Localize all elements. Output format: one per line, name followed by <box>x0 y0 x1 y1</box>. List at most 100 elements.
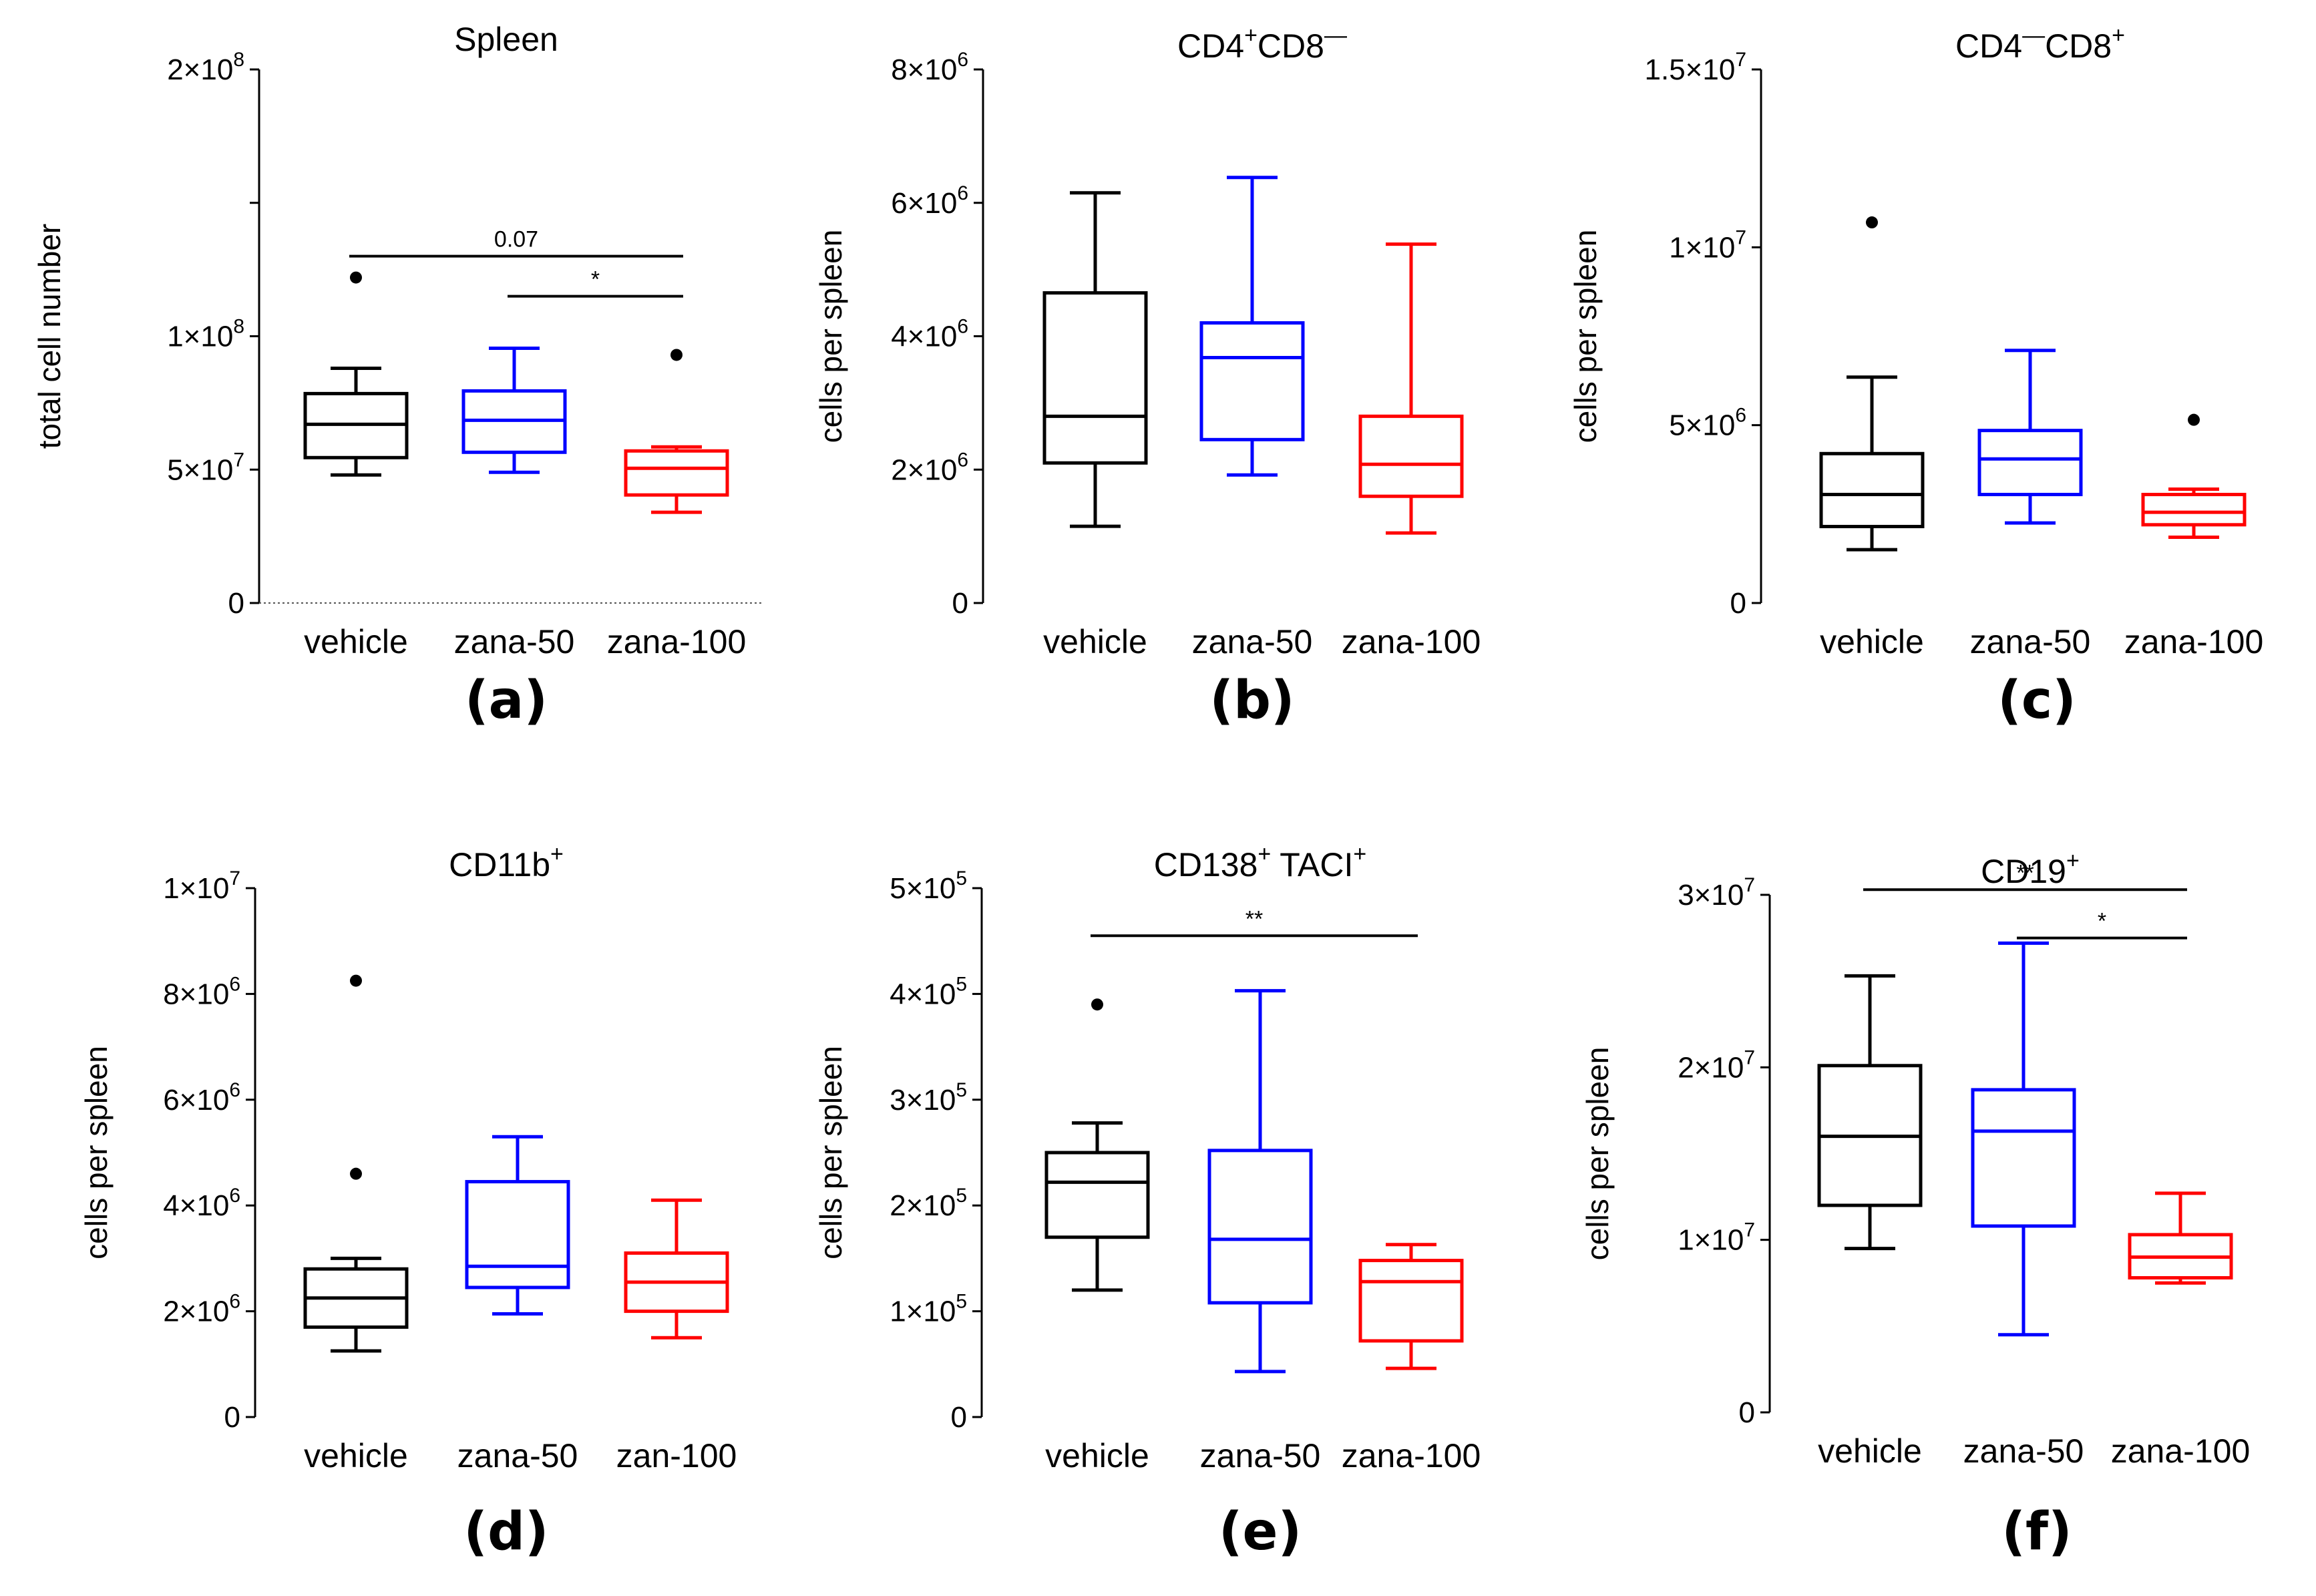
y-tick-label: 2×105 <box>890 1185 967 1222</box>
y-axis-label: cells per spleen <box>813 1046 848 1259</box>
x-tick-label: zana-100 <box>1342 1437 1481 1474</box>
y-tick-label: 0 <box>224 1401 240 1434</box>
x-tick-label: zana-50 <box>457 1437 578 1474</box>
y-tick-label: 1×107 <box>1669 226 1746 264</box>
panel-label: (c) <box>1997 670 2076 731</box>
y-axis-label: cells per spleen <box>1568 230 1603 443</box>
box-zana-50 <box>461 346 567 474</box>
outlier-point <box>2188 413 2200 426</box>
panel-label: (f) <box>2001 1502 2072 1562</box>
box-vehicle <box>1044 998 1150 1292</box>
box-zana-100 <box>2141 413 2247 539</box>
box-zana-50 <box>465 1135 570 1316</box>
outlier-point <box>670 349 683 361</box>
box-vehicle <box>1042 191 1148 528</box>
box-zana-100 <box>1358 1243 1464 1370</box>
y-tick-label: 0 <box>228 587 244 620</box>
box-zana-100 <box>624 349 729 514</box>
panel-label: (e) <box>1219 1502 1302 1562</box>
iqr-box <box>1207 1149 1313 1305</box>
y-tick-label: 0 <box>1739 1396 1755 1429</box>
panel-title: CD138+ TACI+ <box>1154 841 1367 883</box>
y-tick-label: 4×105 <box>890 973 967 1010</box>
y-axis-label: total cell number <box>32 224 67 449</box>
x-tick-label: zana-50 <box>1970 623 2091 660</box>
y-tick-label: 5×106 <box>1669 405 1746 442</box>
panel-f: 0 1×107 2×107 3×107 CD19+ cells per spleen veh… <box>1580 848 2250 1562</box>
y-tick-label: 4×106 <box>163 1185 240 1222</box>
y-tick-label: 6×106 <box>163 1079 240 1117</box>
panel-title: CD4+CD8— <box>1177 23 1347 65</box>
x-tick-label: vehicle <box>1045 1437 1149 1474</box>
y-tick-label: 1×107 <box>163 867 240 905</box>
box-zana-50 <box>1977 349 2083 525</box>
iqr-box <box>1971 1088 2076 1228</box>
y-tick-label: 3×107 <box>1678 874 1755 912</box>
y-tick-label: 5×105 <box>890 867 967 905</box>
y-tick-label: 0 <box>952 587 968 620</box>
outlier-point <box>1091 998 1103 1011</box>
iqr-box <box>1042 291 1148 465</box>
panel-b: 0 2×106 4×106 6×106 8×106 CD4+CD8— cells per s… <box>813 23 1481 731</box>
y-tick-label: 1×108 <box>167 316 244 353</box>
iqr-box <box>1358 1259 1464 1343</box>
panel-title: Spleen <box>454 21 558 58</box>
box-zana-100 <box>2128 1191 2233 1285</box>
y-tick-label: 2×106 <box>163 1291 240 1328</box>
outlier-point <box>350 271 362 284</box>
iqr-box <box>624 449 729 497</box>
x-tick-label: vehicle <box>304 1437 408 1474</box>
iqr-box <box>1819 451 1925 528</box>
y-tick-label: 2×106 <box>891 449 968 486</box>
x-tick-label: zana-100 <box>2111 1432 2251 1470</box>
y-tick-label: 2×107 <box>1678 1046 1755 1084</box>
significance-label: 0.07 <box>494 227 538 252</box>
box-zana-100 <box>1358 242 1464 535</box>
y-axis-label: cells per spleen <box>813 230 848 443</box>
x-tick-label: zana-100 <box>1342 623 1481 660</box>
y-axis-label: cells per spleen <box>1580 1047 1615 1261</box>
iqr-box <box>1358 414 1464 498</box>
iqr-box <box>1044 1151 1150 1239</box>
outlier-point <box>350 974 362 987</box>
box-vehicle <box>1819 216 1925 552</box>
x-tick-label: zan-100 <box>616 1437 737 1474</box>
significance-label: * <box>2098 909 2106 934</box>
iqr-box <box>1199 321 1305 441</box>
x-tick-label: zana-50 <box>1963 1432 2084 1470</box>
x-tick-label: zana-50 <box>1192 623 1313 660</box>
iqr-box <box>465 1180 570 1289</box>
y-tick-label: 3×105 <box>890 1079 967 1117</box>
box-vehicle <box>303 271 409 477</box>
panel-title: CD4—CD8+ <box>1955 23 2125 65</box>
x-tick-label: zana-50 <box>1200 1437 1321 1474</box>
y-tick-label: 8×106 <box>891 49 968 86</box>
x-tick-label: zana-100 <box>607 623 747 660</box>
y-tick-label: 1.5×107 <box>1645 49 1747 86</box>
box-zana-50 <box>1971 941 2076 1337</box>
y-tick-label: 1×107 <box>1678 1219 1755 1257</box>
x-tick-label: vehicle <box>304 623 408 660</box>
y-tick-label: 4×106 <box>891 316 968 353</box>
y-axis-label: cells per spleen <box>79 1046 114 1259</box>
y-tick-label: 6×106 <box>891 182 968 220</box>
iqr-box <box>1977 429 2083 497</box>
panel-label: (a) <box>465 670 548 731</box>
box-zana-50 <box>1207 989 1313 1374</box>
panel-title: CD11b+ <box>449 841 564 883</box>
x-tick-label: vehicle <box>1818 1432 1922 1470</box>
significance-label: * <box>591 267 600 292</box>
panel-a: 0 5×107 1×108 2×108 Spleen total cell number v… <box>32 21 761 731</box>
iqr-box <box>2141 493 2247 527</box>
panel-label: (d) <box>463 1502 548 1562</box>
significance-label: ** <box>2016 860 2034 885</box>
box-vehicle <box>303 974 409 1353</box>
y-tick-label: 5×107 <box>167 449 244 486</box>
box-zana-50 <box>1199 176 1305 477</box>
panel-label: (b) <box>1209 670 1294 731</box>
panel-c: 0 5×106 1×107 1.5×107 CD4—CD8+ cells per sple… <box>1568 23 2263 731</box>
x-tick-label: zana-100 <box>2124 623 2264 660</box>
y-tick-label: 8×106 <box>163 973 240 1010</box>
y-tick-label: 0 <box>1730 587 1746 620</box>
